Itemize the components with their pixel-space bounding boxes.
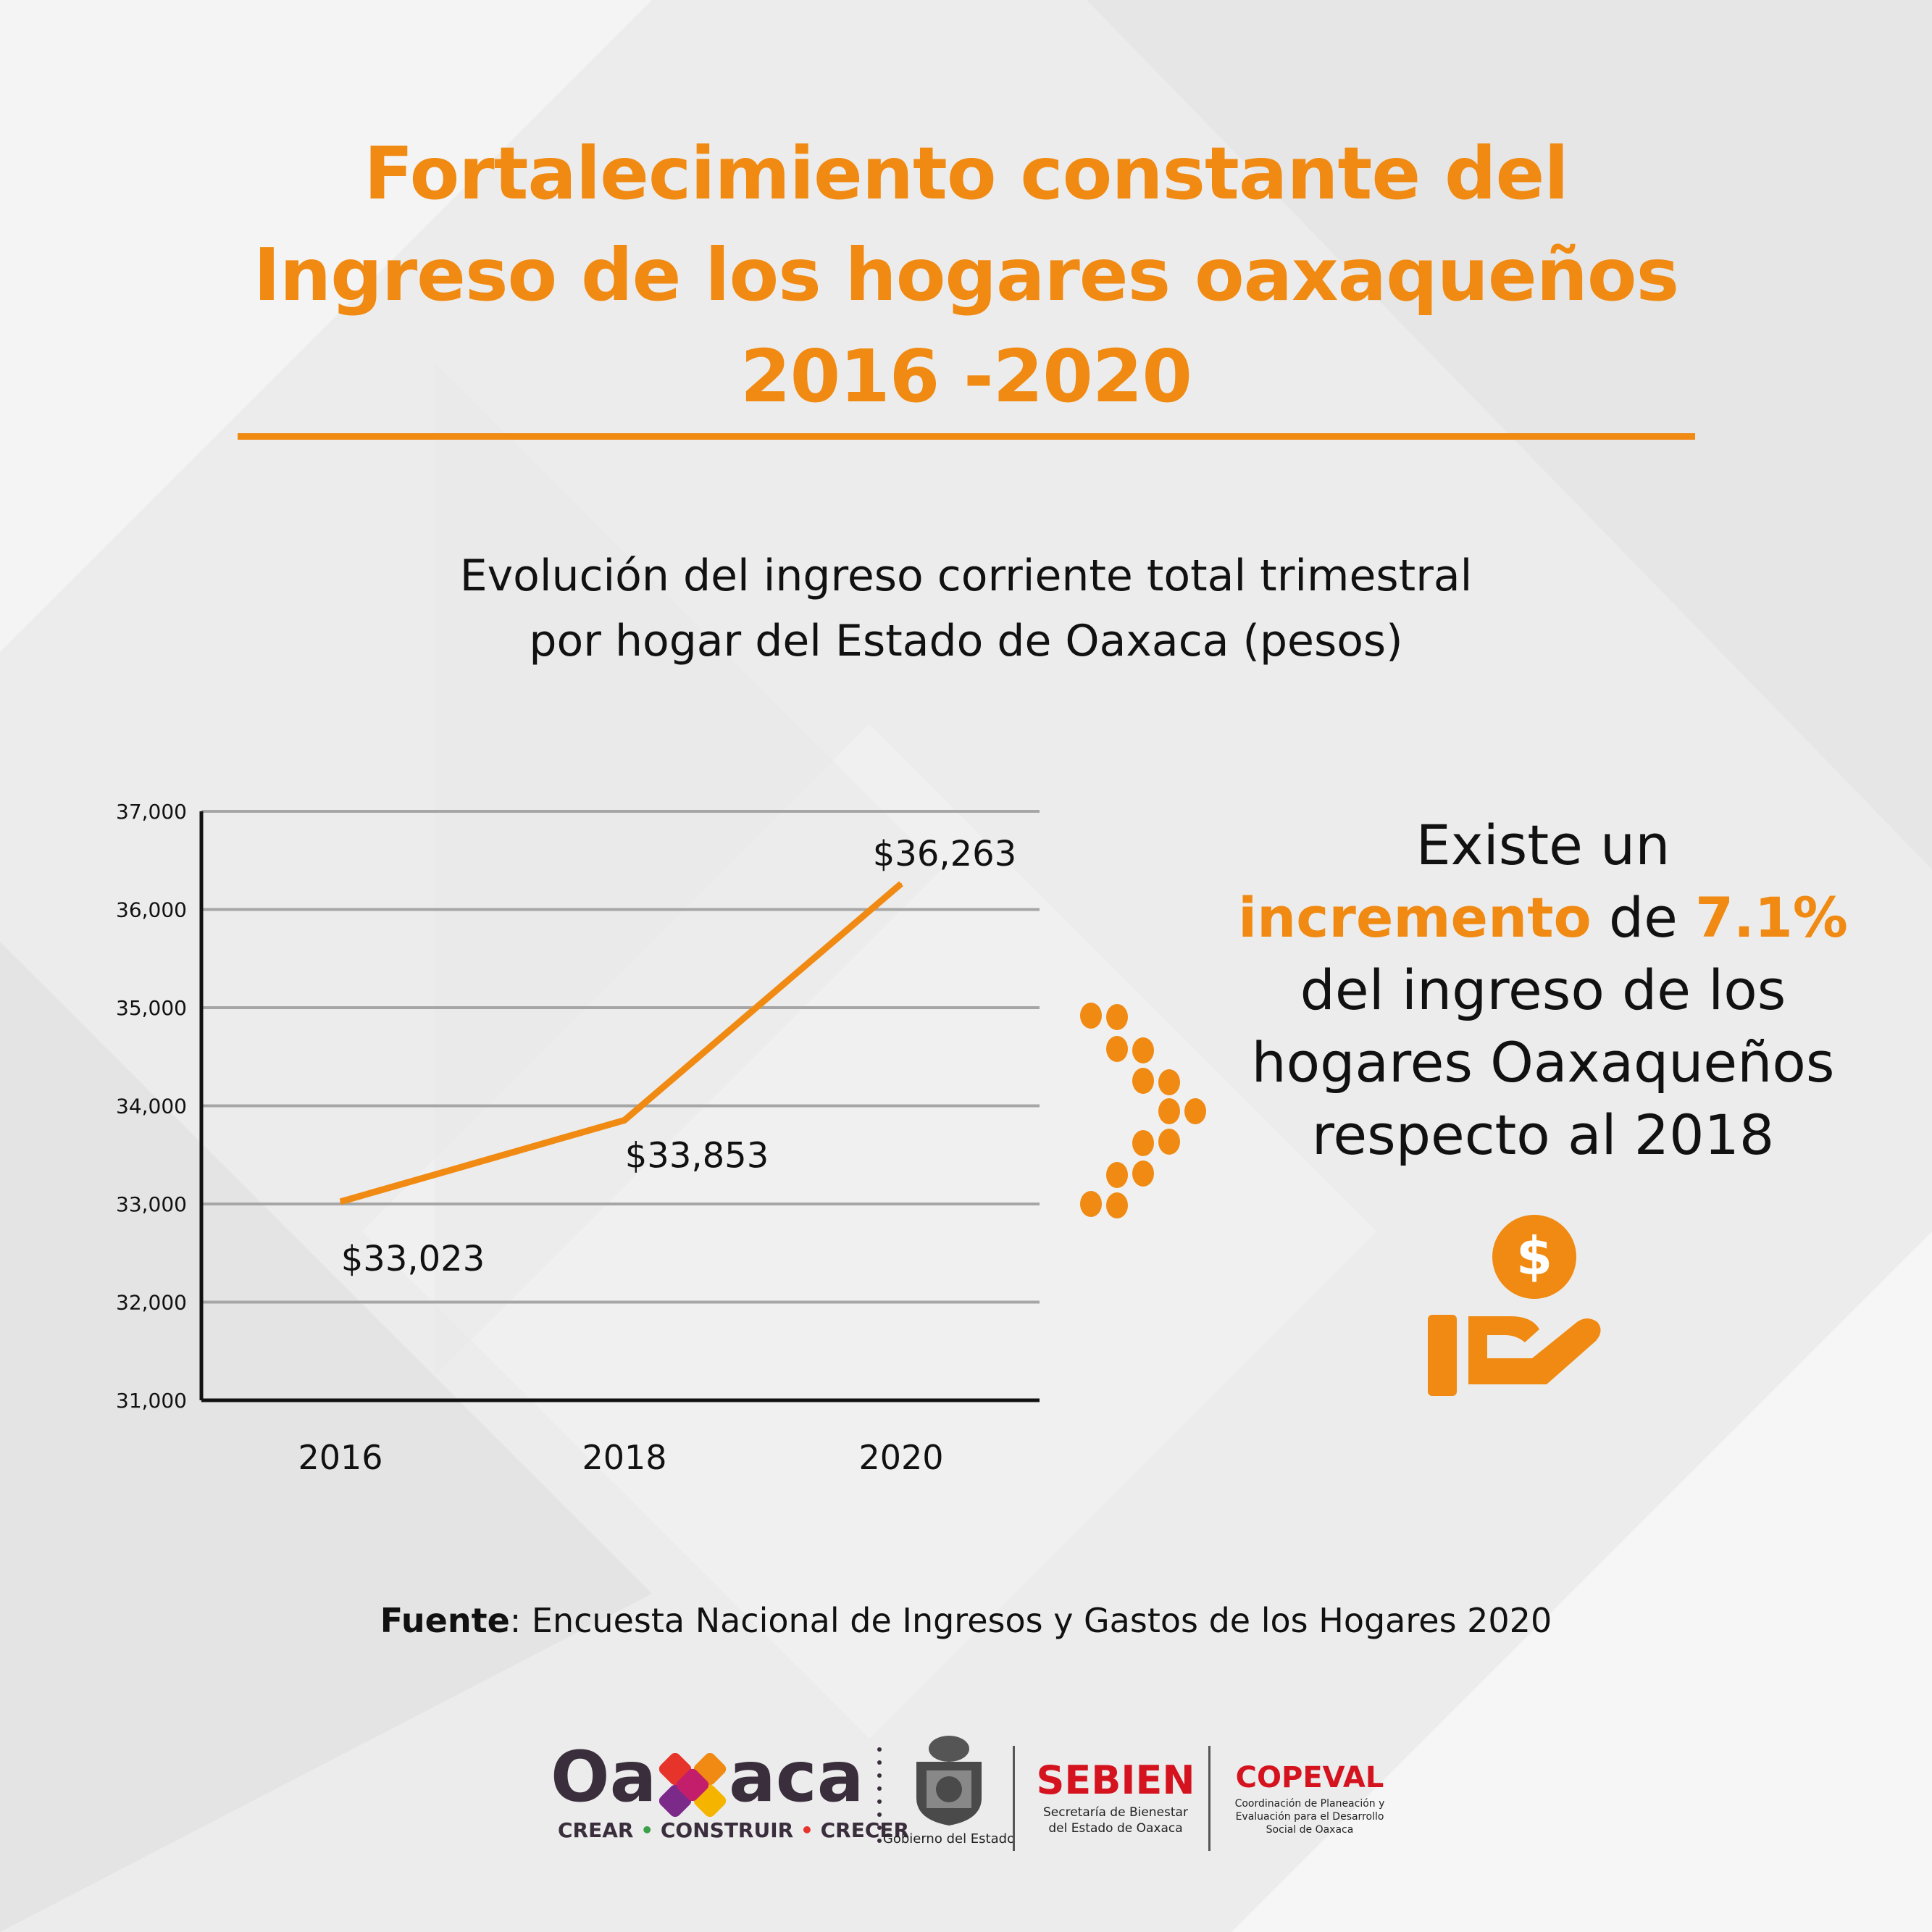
data-label: $33,023	[341, 1239, 485, 1279]
copeval-logo: COPEVAL	[1235, 1761, 1384, 1794]
y-tick-label: 34,000	[116, 1095, 187, 1118]
title-divider	[238, 433, 1695, 440]
source-text: : Encuesta Nacional de Ingresos y Gastos…	[509, 1601, 1552, 1640]
gobierno-label: Gobierno del Estado	[882, 1831, 1016, 1847]
oaxaca-logo-left: Oa	[551, 1736, 657, 1818]
title-line-2: Ingreso de los hogares oaxaqueños	[253, 233, 1679, 317]
oaxaca-x-mark	[659, 1753, 727, 1817]
x-tick-label: 2018	[582, 1438, 666, 1477]
arrow-dots-icon	[1080, 1003, 1206, 1218]
state-coat-of-arms-icon	[916, 1736, 982, 1826]
x-tick-label: 2016	[298, 1438, 382, 1477]
y-tick-label: 37,000	[116, 800, 187, 824]
oaxaca-slogan: CREAR • CONSTRUIR • CRECER	[558, 1818, 910, 1842]
source-note: Fuente: Encuesta Nacional de Ingresos y …	[0, 1601, 1932, 1640]
oaxaca-logo-right: aca	[729, 1736, 864, 1818]
income-line	[339, 881, 903, 1205]
callout-line-1: Existe un	[1415, 813, 1670, 877]
data-label: $36,263	[873, 834, 1017, 874]
callout-connector: de	[1591, 885, 1696, 950]
chart-title-line-2: por hogar del Estado de Oaxaca (pesos)	[529, 616, 1403, 666]
y-tick-label: 33,000	[116, 1192, 187, 1216]
title-line-3: 2016 -2020	[740, 334, 1192, 419]
callout-percent: 7.1%	[1695, 885, 1848, 950]
callout-line-4: hogares Oaxaqueños	[1251, 1030, 1835, 1095]
dotted-separator	[877, 1747, 882, 1843]
sebien-sub-2: del Estado de Oaxaca	[1048, 1821, 1183, 1836]
callout-line-2: incremento de 7.1%	[1203, 882, 1883, 953]
data-label: $33,853	[625, 1135, 769, 1176]
copeval-sub-1: Coordinación de Planeación y	[1234, 1798, 1385, 1810]
y-tick-label: 31,000	[116, 1389, 187, 1413]
callout-highlight: incremento	[1238, 885, 1592, 950]
data-point	[624, 1119, 625, 1121]
y-tick-label: 35,000	[116, 996, 187, 1020]
hand-money-icon: $	[1428, 1215, 1601, 1396]
svg-text:$: $	[1516, 1226, 1552, 1287]
slogan-crear: CREAR	[558, 1818, 634, 1842]
source-label: Fuente	[380, 1601, 510, 1640]
callout-line-5: respecto al 2018	[1311, 1103, 1775, 1167]
separator-1	[1013, 1746, 1015, 1851]
copeval-sub-2: Evaluación para el Desarrollo	[1235, 1811, 1384, 1823]
sebien-sub-1: Secretaría de Bienestar	[1043, 1805, 1188, 1820]
chart-title-line-1: Evolución del ingreso corriente total tr…	[459, 551, 1473, 601]
y-tick-label: 32,000	[116, 1291, 187, 1315]
sebien-logo: SEBIEN	[1036, 1757, 1195, 1803]
x-tick-label: 2020	[858, 1438, 943, 1477]
data-point	[340, 1200, 341, 1203]
y-tick-label: 36,000	[116, 898, 187, 922]
title-line-1: Fortalecimiento constante del	[364, 131, 1568, 216]
slogan-crecer: CRECER	[820, 1818, 910, 1842]
data-point	[900, 882, 902, 885]
oaxaca-logo: Oa aca CREAR • CONSTRUIR • CRECER	[551, 1736, 909, 1853]
copeval-sub-3: Social de Oaxaca	[1266, 1824, 1354, 1836]
separator-2	[1208, 1746, 1210, 1851]
slogan-construir: CONSTRUIR	[660, 1818, 794, 1842]
callout-line-3: del ingreso de los	[1300, 958, 1786, 1022]
